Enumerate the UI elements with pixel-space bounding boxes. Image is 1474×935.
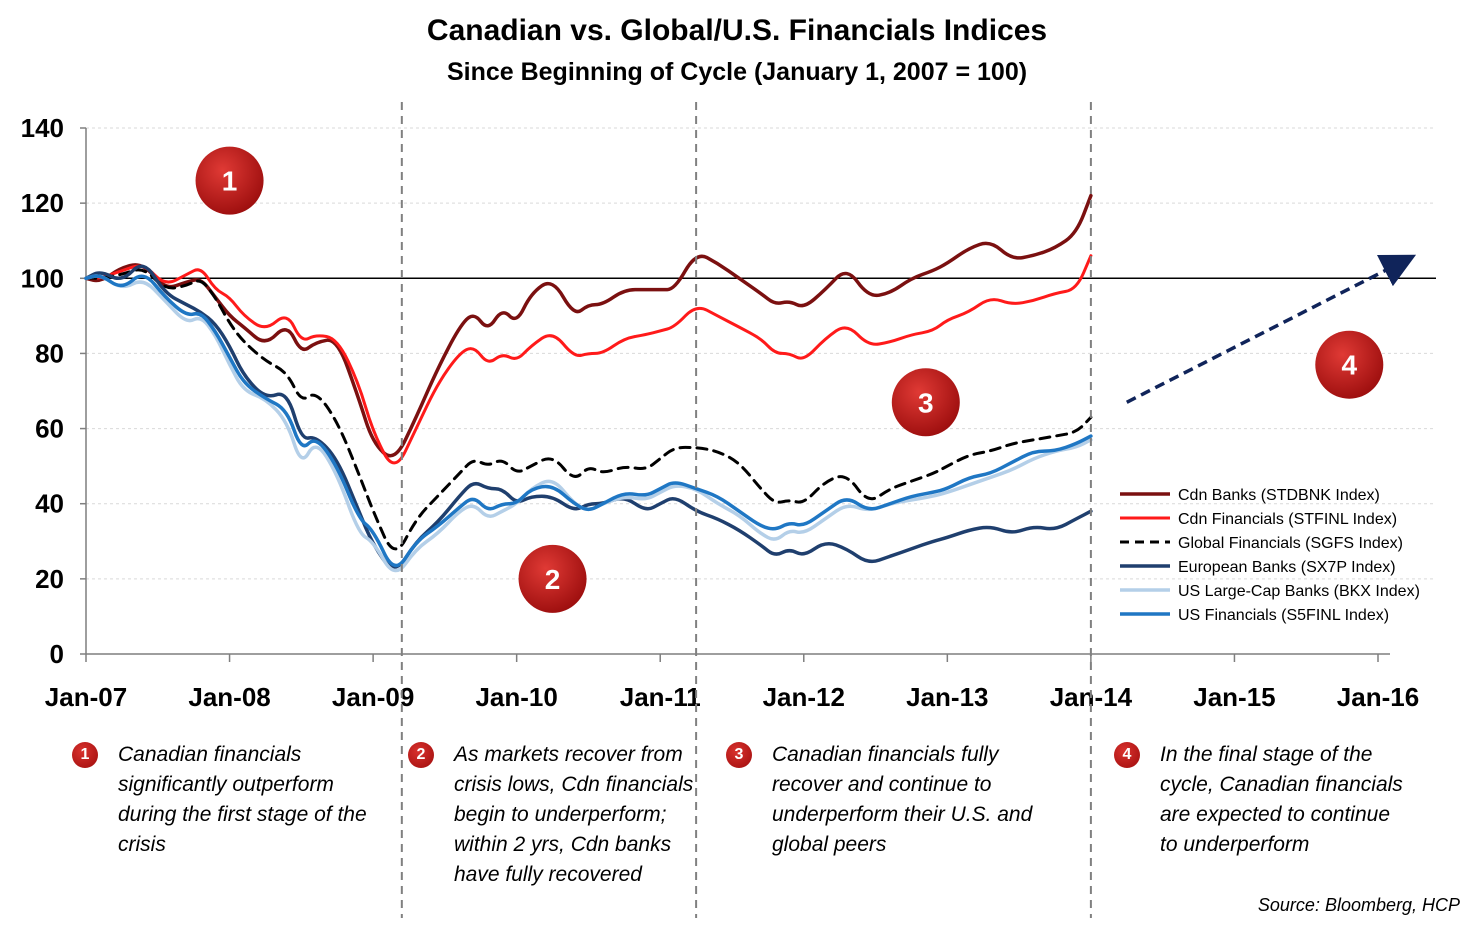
x-tick-label: Jan-10 — [475, 682, 557, 712]
x-tick-label: Jan-07 — [45, 682, 127, 712]
grid-layer — [86, 127, 1436, 580]
series-line-4 — [84, 264, 1093, 569]
legend-label-6: US Financials (S5FINL Index) — [1178, 607, 1389, 624]
note-badge-4: 4 — [1114, 742, 1140, 768]
y-tick-label: 0 — [50, 639, 64, 669]
stage-marker-label: 4 — [1341, 350, 1357, 381]
stage-marker-3 — [891, 368, 960, 437]
forecast-arrow — [1125, 254, 1417, 404]
x-tick-label: Jan-11 — [620, 682, 701, 712]
note-badge-2: 2 — [408, 742, 434, 768]
x-tick-label: Jan-12 — [763, 682, 845, 712]
stage-marker-1 — [195, 146, 264, 215]
axes-layer: 0 20 40 60 80 100 120 140 Jan-07 Jan-08 Jan-09 Jan-… — [21, 113, 1420, 712]
x-tick-label: Jan-09 — [332, 682, 414, 712]
legend-label-4: European Banks (SX7P Index) — [1178, 559, 1396, 576]
x-tick-label: Jan-15 — [1193, 682, 1275, 712]
stage-marker-4 — [1315, 330, 1384, 399]
source-note: Source: Bloomberg, HCP — [1257, 895, 1460, 915]
stage-marker-label: 2 — [545, 564, 561, 595]
x-tick-label: Jan-16 — [1337, 682, 1419, 712]
legend: Cdn Banks (STDBNK Index) Cdn Financials (… — [1120, 487, 1420, 624]
y-tick-label: 80 — [35, 338, 64, 368]
series-line-6 — [84, 274, 1093, 568]
chart-subtitle: Since Beginning of Cycle (January 1, 200… — [446, 58, 1028, 86]
x-tick-label: Jan-13 — [906, 682, 988, 712]
stage-marker-label: 3 — [918, 387, 934, 418]
chart-title: Canadian vs. Global/U.S. Financials Indi… — [426, 14, 1048, 47]
series-line-1 — [84, 193, 1093, 458]
note-text-4: In the final stage of the cycle, Canadia… — [1160, 743, 1403, 856]
legend-label-5: US Large-Cap Banks (BKX Index) — [1178, 583, 1420, 600]
legend-label-3: Global Financials (SGFS Index) — [1178, 535, 1403, 552]
legend-label-2: Cdn Financials (STFINL Index) — [1178, 511, 1397, 528]
y-tick-label: 20 — [35, 564, 64, 594]
x-tick-label: Jan-08 — [188, 682, 270, 712]
note-badge-3: 3 — [726, 742, 752, 768]
series-layer — [84, 193, 1093, 573]
series-line-3 — [84, 268, 1093, 551]
stage-marker-label: 1 — [222, 166, 238, 197]
legend-label-1: Cdn Banks (STDBNK Index) — [1178, 487, 1380, 504]
note-text-2: As markets recover from crisis lows, Cdn… — [454, 743, 694, 886]
series-line-2 — [84, 254, 1093, 465]
y-tick-label: 140 — [21, 113, 64, 143]
y-tick-label: 100 — [21, 263, 64, 293]
y-tick-label: 60 — [35, 414, 64, 444]
overlay-layer: 1 2 3 4 — [195, 102, 1417, 918]
stage-marker-2 — [518, 544, 587, 613]
note-badge-1: 1 — [72, 742, 98, 768]
y-tick-label: 120 — [21, 188, 64, 218]
note-text-3: Canadian financials fully recover and co… — [772, 743, 1033, 856]
note-text-1: Canadian financials significantly outper… — [118, 743, 367, 856]
y-tick-label: 40 — [35, 489, 64, 519]
